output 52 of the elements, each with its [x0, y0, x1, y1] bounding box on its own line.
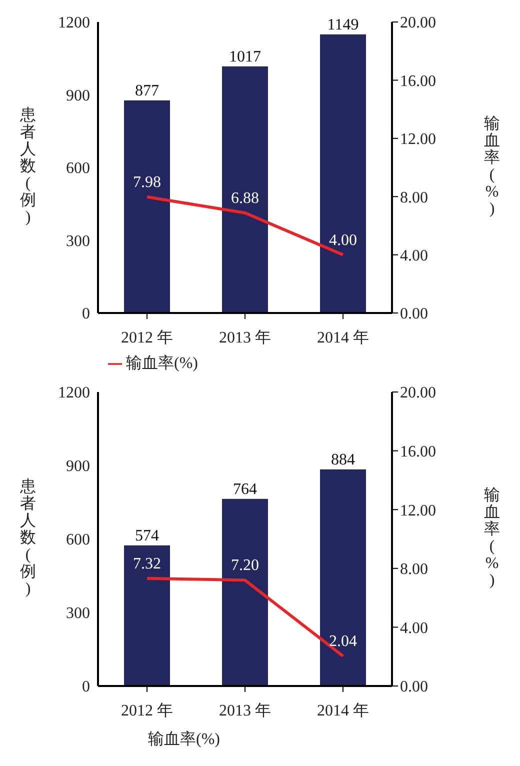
x-tick-label: 2013 年 — [219, 329, 271, 346]
y2-tick-label: 20.00 — [400, 384, 436, 402]
y2-tick-label: 8.00 — [400, 189, 428, 206]
data-label: 7.20 — [231, 557, 259, 574]
y-axis-title: 患者人数(例) — [19, 478, 36, 598]
y2-tick-label: 20.00 — [400, 14, 436, 32]
x-tick-label: 2014 年 — [317, 702, 369, 720]
y-tick-label: 300 — [66, 605, 90, 622]
y-tick-label: 1200 — [58, 14, 90, 32]
data-label: 4.00 — [329, 232, 357, 249]
bar — [222, 498, 268, 686]
y-tick-label: 300 — [66, 232, 90, 250]
y-tick-label: 0 — [82, 678, 90, 696]
y2-tick-label: 16.00 — [400, 443, 436, 460]
bar — [320, 469, 366, 686]
data-label: 7.32 — [133, 555, 161, 572]
y-tick-label: 1200 — [58, 384, 90, 402]
legend-label: 输血率(%) — [126, 355, 198, 372]
data-label: 877 — [135, 82, 159, 100]
bar — [320, 34, 366, 313]
y2-tick-label: 12.00 — [400, 131, 436, 148]
x-tick-label: 2014 年 — [317, 329, 369, 346]
y-tick-label: 600 — [66, 532, 90, 549]
y2-tick-label: 4.00 — [400, 247, 428, 264]
bar — [222, 66, 268, 313]
y-axis-title: 患者人数(例) — [19, 106, 36, 226]
y-tick-label: 900 — [66, 458, 90, 476]
y2-axis-title: 输血率(%) — [484, 116, 500, 218]
data-label: 574 — [135, 527, 159, 544]
data-label: 1017 — [229, 48, 261, 66]
y2-tick-label: 8.00 — [400, 561, 428, 578]
y2-tick-label: 0.00 — [400, 678, 428, 696]
data-label: 764 — [233, 480, 257, 498]
y2-tick-label: 12.00 — [400, 502, 436, 520]
y-tick-label: 0 — [82, 306, 90, 323]
bar — [124, 100, 170, 313]
y2-tick-label: 0.00 — [400, 306, 428, 323]
y-tick-label: 600 — [66, 160, 90, 178]
data-label: 884 — [331, 451, 355, 468]
data-label: 7.98 — [133, 174, 161, 191]
data-label: 6.88 — [231, 190, 259, 207]
data-label: 1149 — [327, 16, 359, 34]
bar — [124, 545, 170, 686]
y-tick-label: 900 — [66, 87, 90, 104]
y2-tick-label: 16.00 — [400, 72, 436, 90]
x-tick-label: 2013 年 — [219, 702, 271, 720]
data-label: 2.04 — [329, 633, 357, 650]
x-tick-label: 2012 年 — [121, 702, 173, 720]
y2-tick-label: 4.00 — [400, 620, 428, 637]
x-tick-label: 2012 年 — [121, 329, 173, 346]
x-axis-title: 输血率(%) — [147, 730, 221, 750]
y2-axis-title: 输血率(%) — [484, 487, 500, 589]
